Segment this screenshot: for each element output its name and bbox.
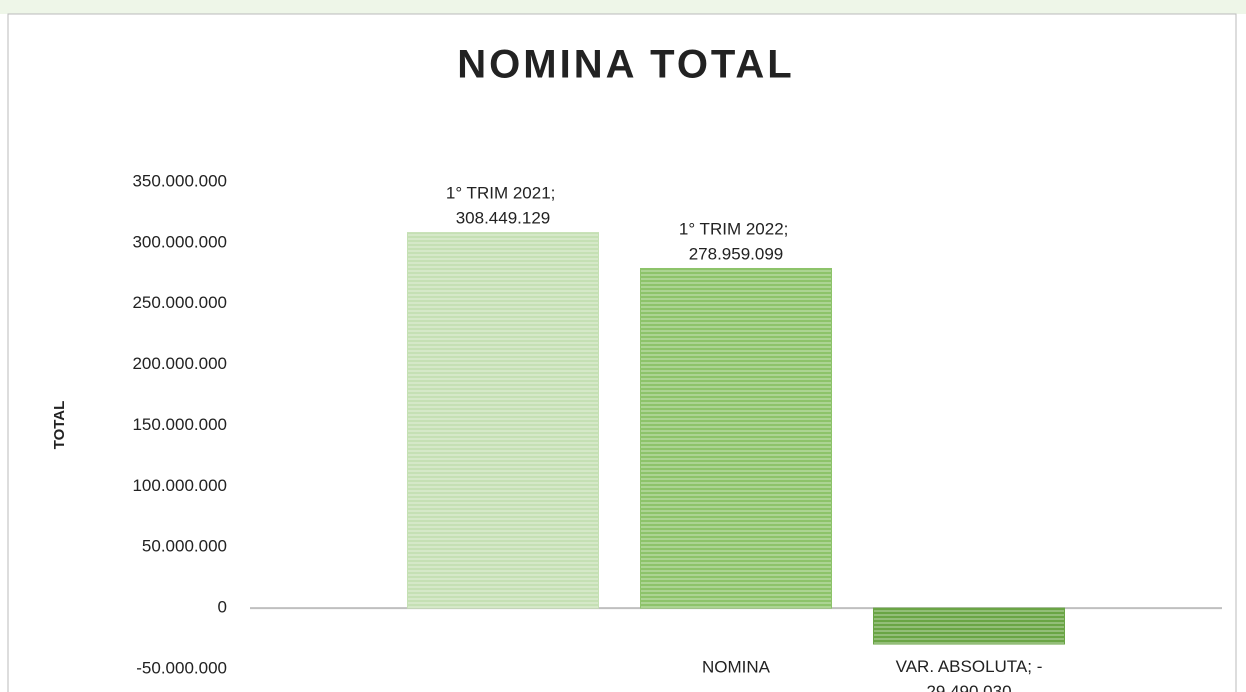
y-tick-label: 0	[218, 598, 227, 617]
bar	[407, 232, 599, 609]
bar	[640, 267, 832, 609]
chart-title: NOMINA TOTAL	[457, 43, 794, 87]
watermark-band	[0, 0, 1246, 14]
data-label: 1° TRIM 2022; 278.959.099	[679, 220, 793, 264]
y-tick-label: 200.000.000	[132, 354, 227, 373]
y-tick-label: -50.000.000	[136, 658, 227, 677]
y-tick-label: 100.000.000	[132, 476, 227, 495]
y-tick-label: 300.000.000	[132, 232, 227, 251]
y-tick-label: 250.000.000	[132, 293, 227, 312]
data-label: 1° TRIM 2021; 308.449.129	[446, 184, 560, 228]
x-tick-label: NOMINA	[702, 657, 771, 676]
y-tick-label: 150.000.000	[132, 415, 227, 434]
data-label: VAR. ABSOLUTA; -29.490.030	[896, 658, 1043, 692]
y-tick-label: 50.000.000	[142, 537, 227, 556]
chart-border	[7, 13, 1237, 692]
bar	[873, 607, 1065, 645]
y-axis-label: TOTAL	[51, 401, 68, 450]
y-tick-label: 350.000.000	[132, 171, 227, 190]
